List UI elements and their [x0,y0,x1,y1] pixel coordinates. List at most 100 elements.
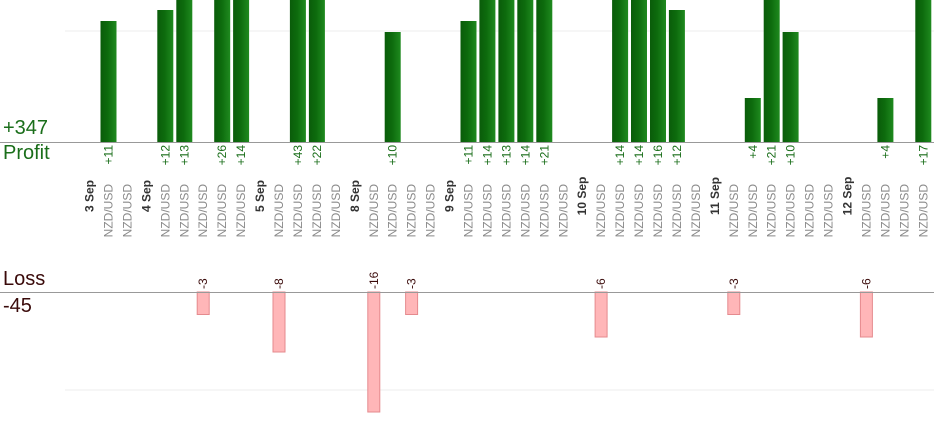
pair-label: NZD/USD [102,184,116,238]
profit-bar [915,0,932,142]
profit-bar [233,0,250,142]
profit-bar [668,10,685,142]
pair-label: NZD/USD [784,184,798,238]
loss-value-label: -3 [727,278,741,289]
pair-label: NZD/USD [897,184,911,238]
profit-value-label: +16 [651,145,665,166]
profit-value-label: +14 [632,145,646,166]
pair-label: NZD/USD [859,184,873,238]
profit-bar [782,32,799,142]
profit-bar [157,10,174,142]
profit-value-label: +14 [234,145,248,166]
pair-label: NZD/USD [556,184,570,238]
profit-bar [308,0,325,142]
profit-bar [384,32,401,142]
loss-value-label: -3 [405,278,419,289]
profit-value-label: +12 [158,145,172,166]
profit-value-label: +11 [462,145,476,165]
profit-bar [763,0,780,142]
day-label: 8 Sep [348,180,362,212]
pair-label: NZD/USD [632,184,646,238]
profit-value-label: +43 [291,145,305,166]
loss-value-label: -8 [272,278,286,289]
pair-label: NZD/USD [651,184,665,238]
profit-value-label: +10 [784,145,798,166]
profit-bar [100,21,117,142]
loss-bar [594,291,608,338]
loss-value-label: -16 [367,271,381,289]
pair-label: NZD/USD [518,184,532,238]
loss-value-label: -6 [594,278,608,289]
profit-bar [498,0,515,142]
profit-bar [612,0,629,142]
pair-label: NZD/USD [158,184,172,238]
pair-label: NZD/USD [499,184,513,238]
loss-bar [405,291,419,315]
day-label: 3 Sep [83,180,97,212]
loss-bar [367,291,381,413]
loss-bar [272,291,286,353]
profit-value-label: +21 [537,145,551,166]
pair-label: NZD/USD [878,184,892,238]
loss-bar [727,291,741,315]
profit-bar [744,98,761,142]
pair-label: NZD/USD [424,184,438,238]
pair-label: NZD/USD [689,184,703,238]
profit-total: +347 [3,117,49,139]
pair-label: NZD/USD [746,184,760,238]
profit-value-label: +17 [916,145,930,166]
pair-label: NZD/USD [462,184,476,238]
day-label: 12 Sep [841,177,855,216]
profit-value-label: +14 [613,145,627,166]
profit-bar [517,0,534,142]
profit-value-label: +10 [386,145,400,166]
pair-label: NZD/USD [916,184,930,238]
pair-label: NZD/USD [215,184,229,238]
pair-label: NZD/USD [613,184,627,238]
pair-label: NZD/USD [196,184,210,238]
profit-value-label: +11 [102,145,116,165]
pair-label: NZD/USD [670,184,684,238]
profit-value-label: +21 [765,145,779,166]
pair-label: NZD/USD [291,184,305,238]
pair-label: NZD/USD [727,184,741,238]
pair-label: NZD/USD [765,184,779,238]
pair-label: NZD/USD [386,184,400,238]
profit-bar [176,0,193,142]
loss-value-label: -3 [196,278,210,289]
profit-label: Profit [3,142,50,164]
profit-value-label: +13 [499,145,513,166]
profit-bar [536,0,553,142]
profit-bar [460,21,477,142]
profit-bar [289,0,306,142]
profit-value-label: +22 [310,145,324,166]
loss-bar [196,291,210,315]
profit-value-label: +4 [746,145,760,159]
pair-label: NZD/USD [367,184,381,238]
profit-bar [650,0,666,142]
profit-value-label: +12 [670,145,684,166]
pair-label: NZD/USD [822,184,836,238]
loss-value-label: -6 [859,278,873,289]
profit-bar [877,98,894,142]
loss-bar [859,291,873,338]
profit-bar [479,0,496,142]
loss-label: Loss [3,268,46,290]
day-label: 9 Sep [443,180,457,212]
day-label: 4 Sep [139,180,153,212]
profit-value-label: +13 [177,145,191,166]
pair-label: NZD/USD [120,184,134,238]
day-label: 5 Sep [253,180,267,212]
pair-label: NZD/USD [329,184,343,238]
pair-label: NZD/USD [310,184,324,238]
profit-value-label: +14 [480,145,494,166]
pair-label: NZD/USD [537,184,551,238]
profit-bar [631,0,647,142]
pair-label: NZD/USD [594,184,608,238]
pair-label: NZD/USD [272,184,286,238]
day-label: 10 Sep [575,177,589,216]
pair-label: NZD/USD [405,184,419,238]
profit-bar [214,0,231,142]
